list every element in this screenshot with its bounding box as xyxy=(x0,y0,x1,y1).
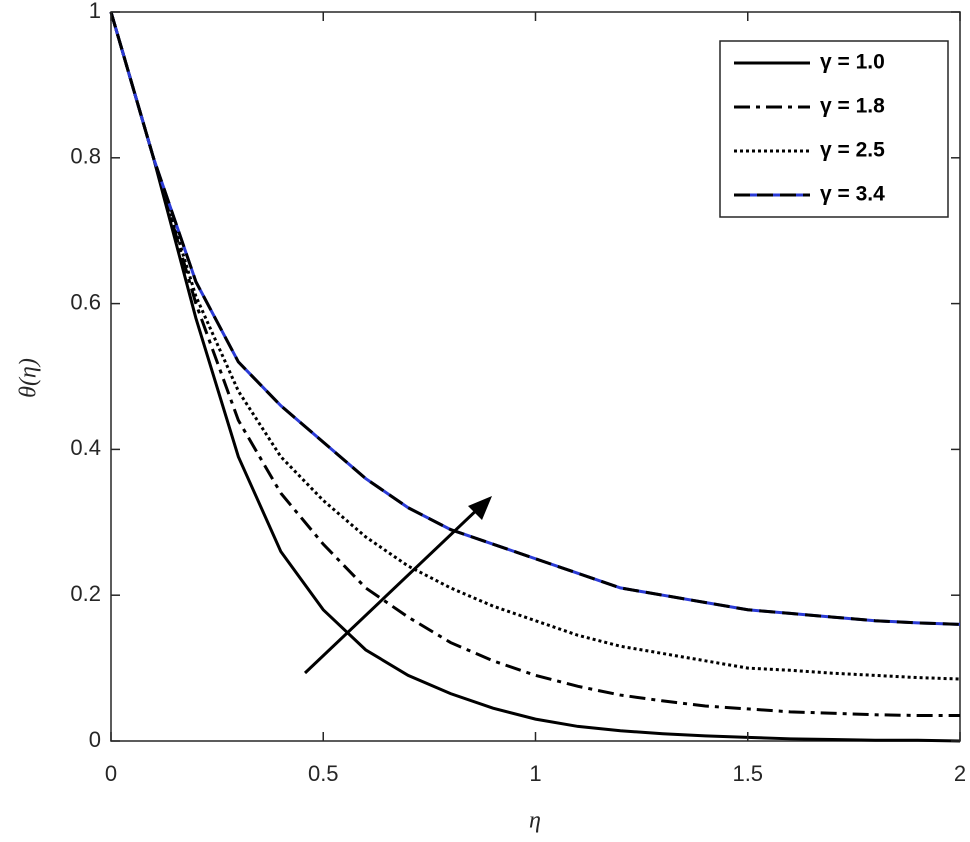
legend-label: γ = 2.5 xyxy=(820,139,885,162)
y-tick-label: 0 xyxy=(89,727,101,752)
plot-lines xyxy=(109,11,961,743)
y-tick-label: 0.4 xyxy=(70,435,101,460)
legend-box xyxy=(719,40,949,218)
x-axis-title: η xyxy=(529,808,541,834)
legend-label: γ = 3.4 xyxy=(820,183,885,206)
y-tick-label: 0.8 xyxy=(70,144,101,169)
x-tick-label: 0.5 xyxy=(308,761,339,786)
x-tick-label: 1.5 xyxy=(732,761,763,786)
y-tick-label: 1 xyxy=(89,0,101,23)
series-line xyxy=(109,11,960,717)
series-line xyxy=(109,11,961,681)
legend-label: γ = 1.8 xyxy=(820,95,885,118)
series-line xyxy=(109,11,961,626)
arrow-head xyxy=(468,496,492,520)
y-tick-label: 0.6 xyxy=(70,289,101,314)
y-tick-label: 0.2 xyxy=(70,581,101,606)
series-line xyxy=(109,11,961,743)
x-tick-label: 2 xyxy=(954,761,966,786)
x-tick-label: 1 xyxy=(529,761,541,786)
legend-label: γ = 1.0 xyxy=(820,51,885,74)
y-axis-title: θ(η) xyxy=(16,358,42,398)
x-tick-label: 0 xyxy=(105,761,117,786)
trend-arrow xyxy=(303,496,492,675)
arrow-shaft xyxy=(303,503,484,675)
